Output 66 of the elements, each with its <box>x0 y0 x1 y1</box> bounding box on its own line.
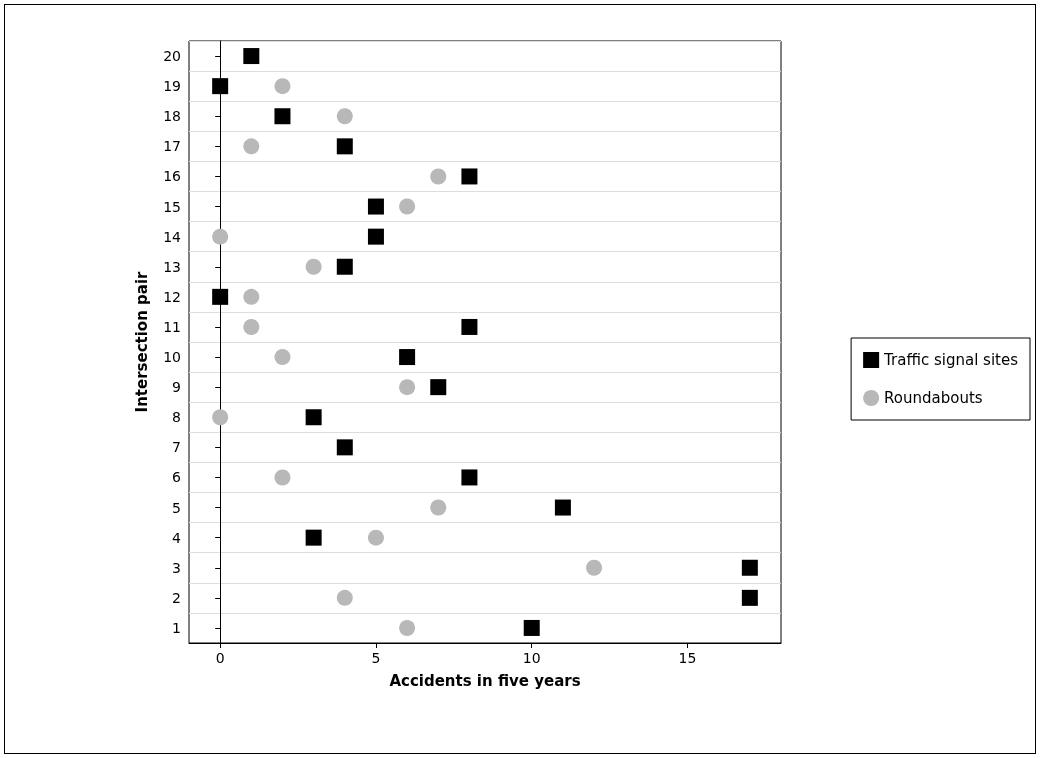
point <box>461 469 478 486</box>
point <box>367 198 384 215</box>
point <box>367 228 384 245</box>
point <box>305 258 322 275</box>
point <box>430 379 447 396</box>
point <box>461 318 478 335</box>
y-tick-label: 3 <box>172 559 181 576</box>
point <box>586 559 603 576</box>
point <box>523 619 540 636</box>
point <box>399 379 416 396</box>
point <box>305 529 322 546</box>
y-tick-label: 14 <box>163 228 182 245</box>
point <box>212 288 229 305</box>
point <box>243 138 260 155</box>
point <box>741 559 758 576</box>
point <box>399 198 416 215</box>
point <box>554 499 571 516</box>
y-tick-label: 1 <box>172 619 181 636</box>
y-tick-label: 9 <box>172 379 181 396</box>
point <box>336 439 353 456</box>
x-tick-label: 10 <box>522 650 541 666</box>
point <box>741 589 758 606</box>
legend-label: Roundabouts <box>884 389 983 407</box>
y-tick-label: 19 <box>163 78 181 95</box>
point <box>243 288 260 305</box>
point <box>399 349 416 366</box>
point <box>336 258 353 275</box>
point <box>274 469 291 486</box>
y-tick-label: 18 <box>163 108 181 125</box>
point <box>274 349 291 366</box>
x-axis-title: Accidents in five years <box>389 671 581 690</box>
point <box>305 409 322 426</box>
y-tick-label: 10 <box>163 349 181 366</box>
point <box>274 78 291 95</box>
point <box>212 409 229 426</box>
y-tick-label: 6 <box>172 469 182 486</box>
point <box>336 108 353 125</box>
point <box>212 228 229 245</box>
y-tick-label: 2 <box>172 589 181 606</box>
point <box>336 138 353 155</box>
point <box>461 168 478 185</box>
y-tick-label: 7 <box>172 439 181 456</box>
y-tick-label: 11 <box>163 318 181 335</box>
y-tick-label: 20 <box>163 48 181 65</box>
y-tick-label: 8 <box>172 409 181 426</box>
x-tick-label: 5 <box>371 650 381 666</box>
point <box>243 48 260 65</box>
point <box>399 619 416 636</box>
point <box>430 168 447 185</box>
y-tick-label: 5 <box>172 499 181 516</box>
y-tick-label: 4 <box>172 529 182 546</box>
y-tick-label: 12 <box>163 288 181 305</box>
point <box>274 108 291 125</box>
y-tick-label: 13 <box>163 258 181 275</box>
point <box>243 318 260 335</box>
x-tick-label: 0 <box>215 650 225 666</box>
point <box>212 78 229 95</box>
y-tick-label: 16 <box>163 168 182 185</box>
point <box>430 499 447 516</box>
y-axis-title: Intersection pair <box>132 270 151 413</box>
legend-label: Traffic signal sites <box>883 351 1019 369</box>
point <box>367 529 384 546</box>
y-tick-label: 17 <box>163 138 181 155</box>
x-tick-label: 15 <box>678 650 697 666</box>
point <box>336 589 353 606</box>
y-tick-label: 15 <box>163 198 181 215</box>
